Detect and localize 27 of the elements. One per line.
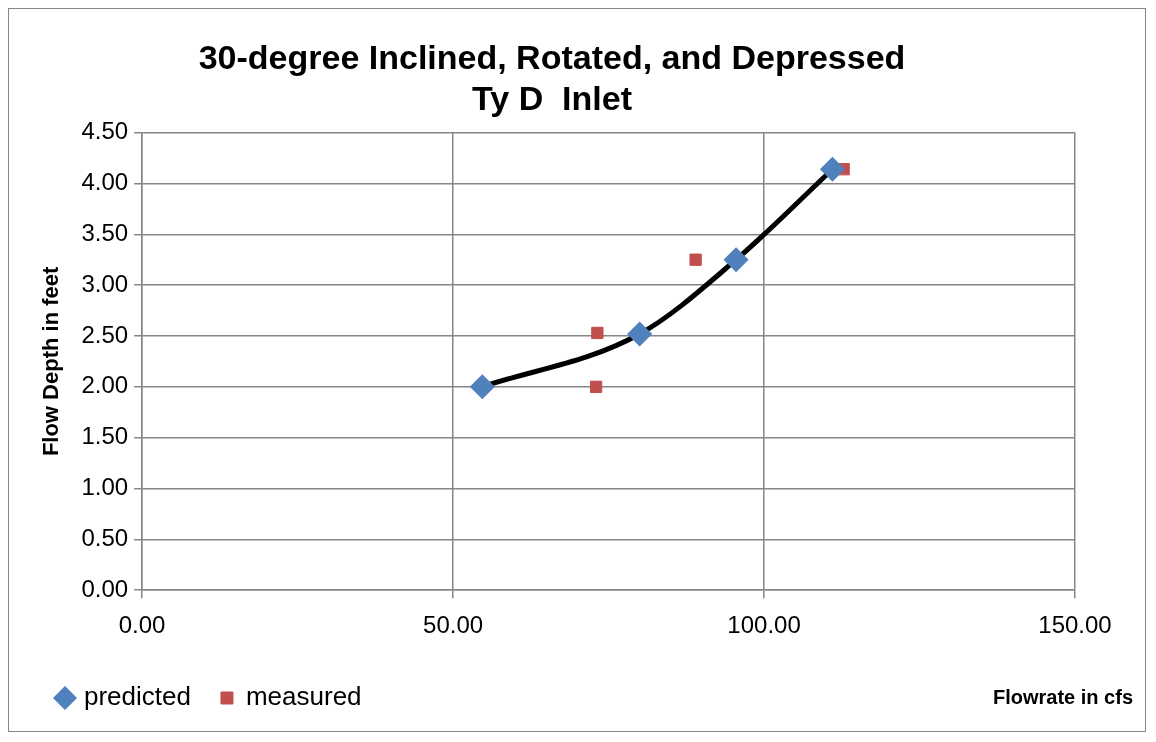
x-tick-label: 0.00 <box>118 611 166 639</box>
x-axis-title: Flowrate in cfs <box>992 685 1133 708</box>
text: Ty D Inlet <box>472 78 632 117</box>
y-tick-label: 1.50 <box>81 422 129 450</box>
x-tick-label: 50.00 <box>423 611 484 639</box>
text: 30-degree Inclined, Rotated, and Depressed <box>198 37 906 76</box>
point <box>689 253 702 266</box>
y-tick-label: 3.00 <box>81 269 129 297</box>
y-axis-title: Flow Depth in feet <box>38 266 64 457</box>
y-tick-label: 4.50 <box>81 117 129 145</box>
y-tick-label: 4.00 <box>81 168 129 196</box>
y-tick-label: 0.00 <box>81 574 129 602</box>
point <box>591 326 604 340</box>
x-tick-label: 150.00 <box>1038 611 1112 639</box>
point <box>820 157 844 181</box>
legend-label: measured <box>245 681 362 712</box>
point <box>470 375 494 399</box>
x-tick-label: 100.00 <box>727 611 801 639</box>
point <box>628 322 652 346</box>
y-tick-label: 0.50 <box>81 523 129 551</box>
point <box>724 248 748 272</box>
point <box>589 380 603 393</box>
y-tick-label: 1.00 <box>81 473 129 501</box>
y-tick-label: 2.00 <box>81 371 129 399</box>
y-tick-label: 2.50 <box>81 320 129 348</box>
legend-label: predicted <box>84 681 191 712</box>
y-tick-label: 3.50 <box>81 218 129 246</box>
